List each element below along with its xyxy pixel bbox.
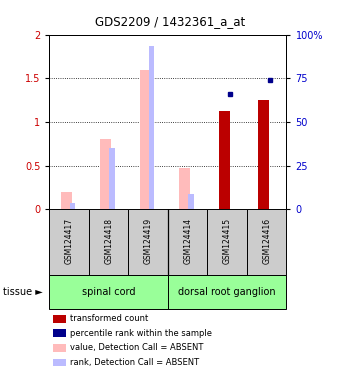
- Bar: [100, 139, 111, 209]
- Text: GSM124418: GSM124418: [104, 218, 113, 263]
- Text: GSM124417: GSM124417: [65, 218, 74, 264]
- Bar: [207, 209, 247, 275]
- Text: dorsal root ganglion: dorsal root ganglion: [178, 287, 276, 297]
- Text: value, Detection Call = ABSENT: value, Detection Call = ABSENT: [70, 343, 203, 353]
- Bar: [168, 209, 207, 275]
- Bar: [258, 100, 269, 209]
- Text: GDS2209 / 1432361_a_at: GDS2209 / 1432361_a_at: [95, 15, 246, 28]
- Bar: [219, 111, 229, 209]
- Bar: [49, 275, 168, 309]
- Bar: [49, 209, 89, 275]
- Bar: [89, 209, 129, 275]
- Bar: [179, 168, 190, 209]
- Bar: [139, 70, 151, 209]
- Bar: [109, 148, 115, 209]
- Bar: [188, 194, 194, 209]
- Text: GSM124414: GSM124414: [183, 218, 192, 264]
- Bar: [247, 209, 286, 275]
- Text: transformed count: transformed count: [70, 314, 148, 323]
- Bar: [129, 209, 168, 275]
- Bar: [60, 192, 72, 209]
- Text: GSM124415: GSM124415: [223, 218, 232, 264]
- Bar: [168, 275, 286, 309]
- Text: spinal cord: spinal cord: [82, 287, 135, 297]
- Text: tissue ►: tissue ►: [3, 287, 43, 297]
- Text: percentile rank within the sample: percentile rank within the sample: [70, 329, 212, 338]
- Bar: [149, 46, 154, 209]
- Text: GSM124416: GSM124416: [262, 218, 271, 264]
- Bar: [70, 203, 75, 209]
- Text: GSM124419: GSM124419: [144, 218, 153, 264]
- Text: rank, Detection Call = ABSENT: rank, Detection Call = ABSENT: [70, 358, 199, 367]
